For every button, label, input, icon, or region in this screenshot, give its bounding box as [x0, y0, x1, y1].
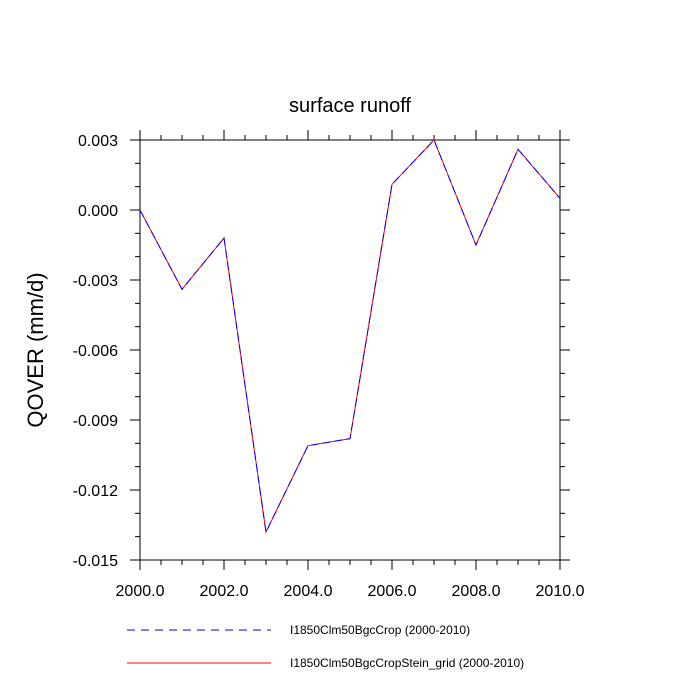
- x-tick-label: 2004.0: [284, 583, 333, 600]
- y-tick-label: -0.003: [73, 273, 118, 290]
- legend-label-2: I1850Clm50BgcCropStein_grid (2000-2010): [290, 656, 524, 670]
- y-tick-label: 0.003: [78, 133, 118, 150]
- x-tick-label: 2000.0: [116, 583, 165, 600]
- plot-frame: [139, 139, 561, 561]
- series-line-1: [139, 139, 561, 534]
- x-tick-label: 2008.0: [452, 583, 501, 600]
- x-tick-label: 2010.0: [536, 583, 585, 600]
- y-tick-label: -0.015: [73, 553, 118, 570]
- x-tick-label: 2006.0: [368, 583, 417, 600]
- series-line-2: [139, 139, 561, 534]
- chart-title: surface runoff: [289, 95, 411, 117]
- plot-area: 2000.0 2002.0 2004.0 2006.0 2008.0 2010.0 0.00…: [73, 130, 585, 600]
- y-axis-label: QOVER (mm/d): [23, 272, 48, 427]
- y-tick-label: 0.000: [78, 203, 118, 220]
- legend-label-1: I1850Clm50BgcCrop (2000-2010): [290, 623, 470, 637]
- legend: I1850Clm50BgcCrop (2000-2010) I1850Clm50B…: [127, 623, 524, 670]
- y-tick-label: -0.012: [73, 483, 118, 500]
- y-tick-label: -0.009: [73, 413, 118, 430]
- y-tick-label: -0.006: [73, 343, 118, 360]
- x-tick-label: 2002.0: [200, 583, 249, 600]
